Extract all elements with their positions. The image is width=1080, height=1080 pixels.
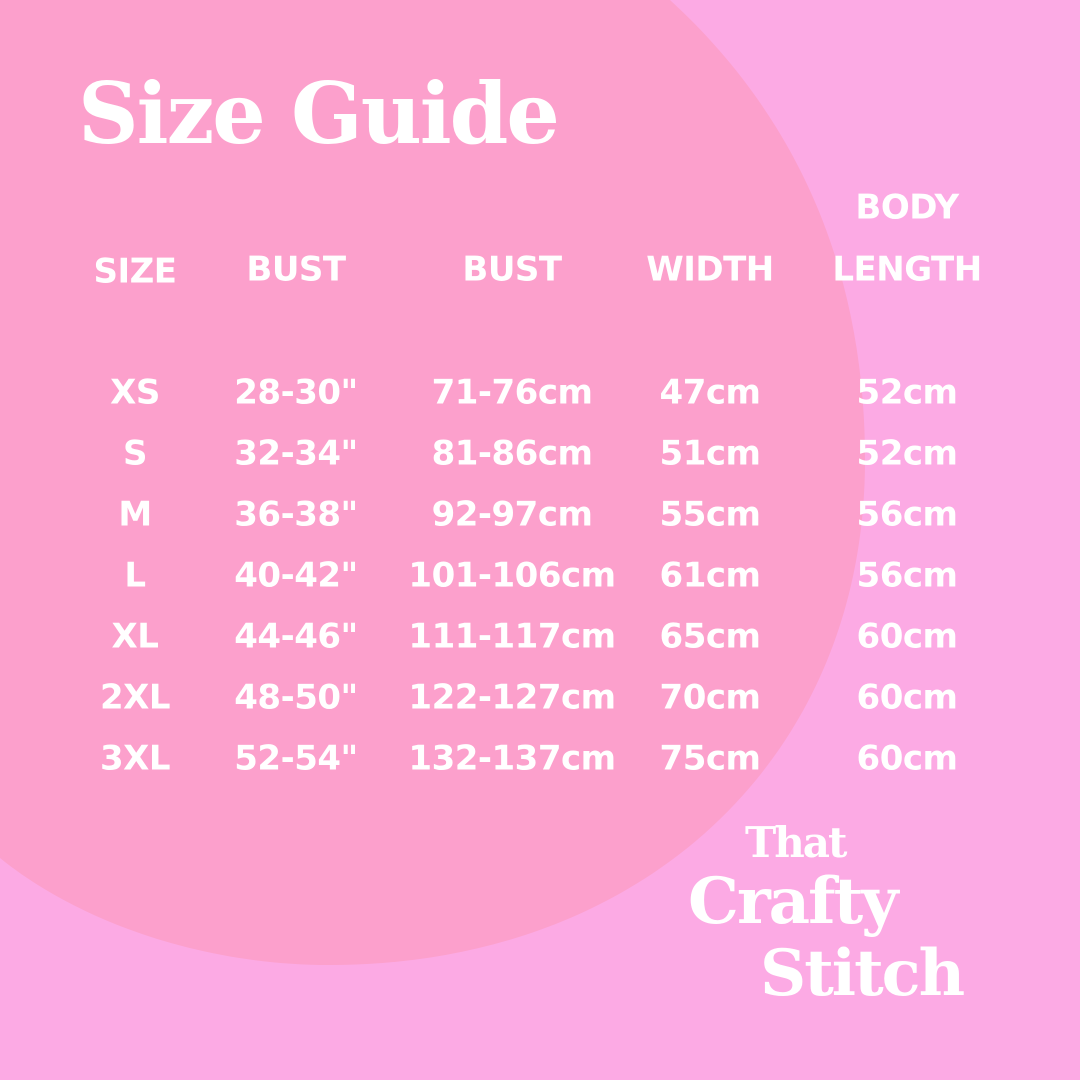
table-cell: 75cm [659, 738, 761, 779]
table-cell: 65cm [659, 616, 761, 657]
table-cell: 122-127cm [408, 677, 616, 718]
table-cell: 28-30" [234, 372, 358, 413]
column-header: BUST [462, 249, 562, 290]
table-cell: 52-54" [234, 738, 358, 779]
table-cell: 56cm [856, 494, 958, 535]
table-cell: 111-117cm [408, 616, 616, 657]
table-cell: 60cm [856, 738, 958, 779]
table-cell: 2XL [99, 677, 171, 718]
table-cell: 40-42" [234, 555, 358, 596]
table-cell: 92-97cm [431, 494, 593, 535]
column-header: BODY [855, 187, 959, 228]
table-cell: 36-38" [234, 494, 358, 535]
table-cell: L [124, 555, 146, 596]
table-cell: 132-137cm [408, 738, 616, 779]
table-cell: 32-34" [234, 433, 358, 474]
logo-line-3: Stitch [760, 936, 965, 1011]
table-cell: 61cm [659, 555, 761, 596]
table-cell: 101-106cm [408, 555, 616, 596]
table-cell: S [123, 433, 148, 474]
table-cell: 52cm [856, 372, 958, 413]
logo-line-2: Crafty [688, 864, 898, 939]
table-cell: 3XL [99, 738, 171, 779]
table-cell: 44-46" [234, 616, 358, 657]
table-cell: 55cm [659, 494, 761, 535]
table-cell: M [118, 494, 152, 535]
column-header: LENGTH [832, 249, 982, 290]
table-cell: XL [111, 616, 159, 657]
page-title: Size Guide [78, 64, 560, 163]
column-header: WIDTH [646, 249, 774, 290]
table-cell: 52cm [856, 433, 958, 474]
table-cell: 47cm [659, 372, 761, 413]
table-cell: 70cm [659, 677, 761, 718]
table-cell: 60cm [856, 677, 958, 718]
table-cell: 60cm [856, 616, 958, 657]
table-cell: 81-86cm [431, 433, 593, 474]
table-cell: 48-50" [234, 677, 358, 718]
logo-line-1: That [745, 818, 847, 867]
column-header: BUST [246, 249, 346, 290]
column-header: SIZE [93, 251, 177, 292]
table-cell: 51cm [659, 433, 761, 474]
table-cell: XS [110, 372, 160, 413]
table-cell: 56cm [856, 555, 958, 596]
table-cell: 71-76cm [431, 372, 593, 413]
